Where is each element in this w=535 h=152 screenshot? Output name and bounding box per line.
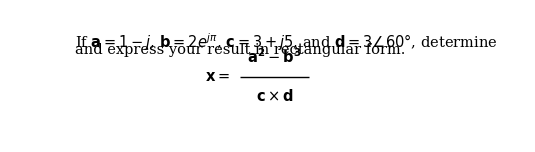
- Text: and express your result in rectangular form.: and express your result in rectangular f…: [74, 43, 405, 57]
- Text: $\mathbf{x} =$: $\mathbf{x} =$: [205, 70, 230, 84]
- Text: $\mathbf{c}\times\mathbf{d}$: $\mathbf{c}\times\mathbf{d}$: [256, 88, 294, 104]
- Text: If $\mathbf{a}=1-j$, $\mathbf{b}=2e^{j\pi}$, $\mathbf{c}=3+j5$, and $\mathbf{d}=: If $\mathbf{a}=1-j$, $\mathbf{b}=2e^{j\p…: [74, 31, 498, 53]
- Text: $\mathbf{a}^{\mathbf{2}}-\mathbf{b}^{\mathbf{3}}$: $\mathbf{a}^{\mathbf{2}}-\mathbf{b}^{\ma…: [247, 47, 302, 66]
